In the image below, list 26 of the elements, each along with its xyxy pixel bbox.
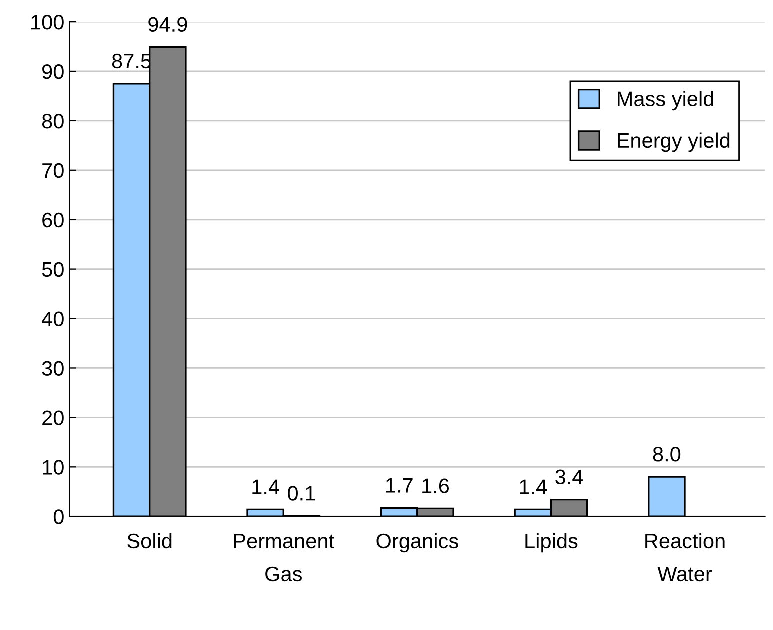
data-label: 0.1 (288, 486, 316, 501)
x-tick-label: Reaction Water (646, 533, 725, 582)
y-tick-label: 40 (42, 312, 64, 327)
y-tick-label: 20 (42, 410, 64, 426)
y-tick-label: 80 (42, 114, 64, 129)
data-label: 1.7 (386, 478, 413, 493)
y-tick-label: 100 (32, 15, 64, 30)
legend-label: Mass yield (618, 91, 714, 111)
x-tick-label: Solid (128, 533, 172, 549)
y-tick-label: 0 (54, 510, 64, 524)
legend-label: Energy yield (618, 132, 730, 152)
y-tick-label: 70 (42, 163, 64, 178)
y-tick-label: 10 (43, 460, 64, 475)
x-tick-label: Permanent Gas (234, 534, 334, 582)
x-tick-label: Lipids (526, 533, 578, 553)
data-label: 1.4 (252, 480, 280, 494)
data-label: 3.4 (556, 470, 584, 485)
data-label: 1.6 (422, 478, 450, 494)
y-tick-label: 30 (42, 361, 64, 376)
y-tick-label: 90 (42, 64, 64, 80)
x-tick-label: Organics (376, 533, 458, 553)
data-label: 1.4 (520, 480, 548, 494)
y-tick-label: 50 (42, 262, 64, 278)
data-label: 8.0 (653, 447, 681, 462)
data-label: 94.9 (148, 17, 188, 32)
y-tick-label: 60 (42, 212, 64, 228)
